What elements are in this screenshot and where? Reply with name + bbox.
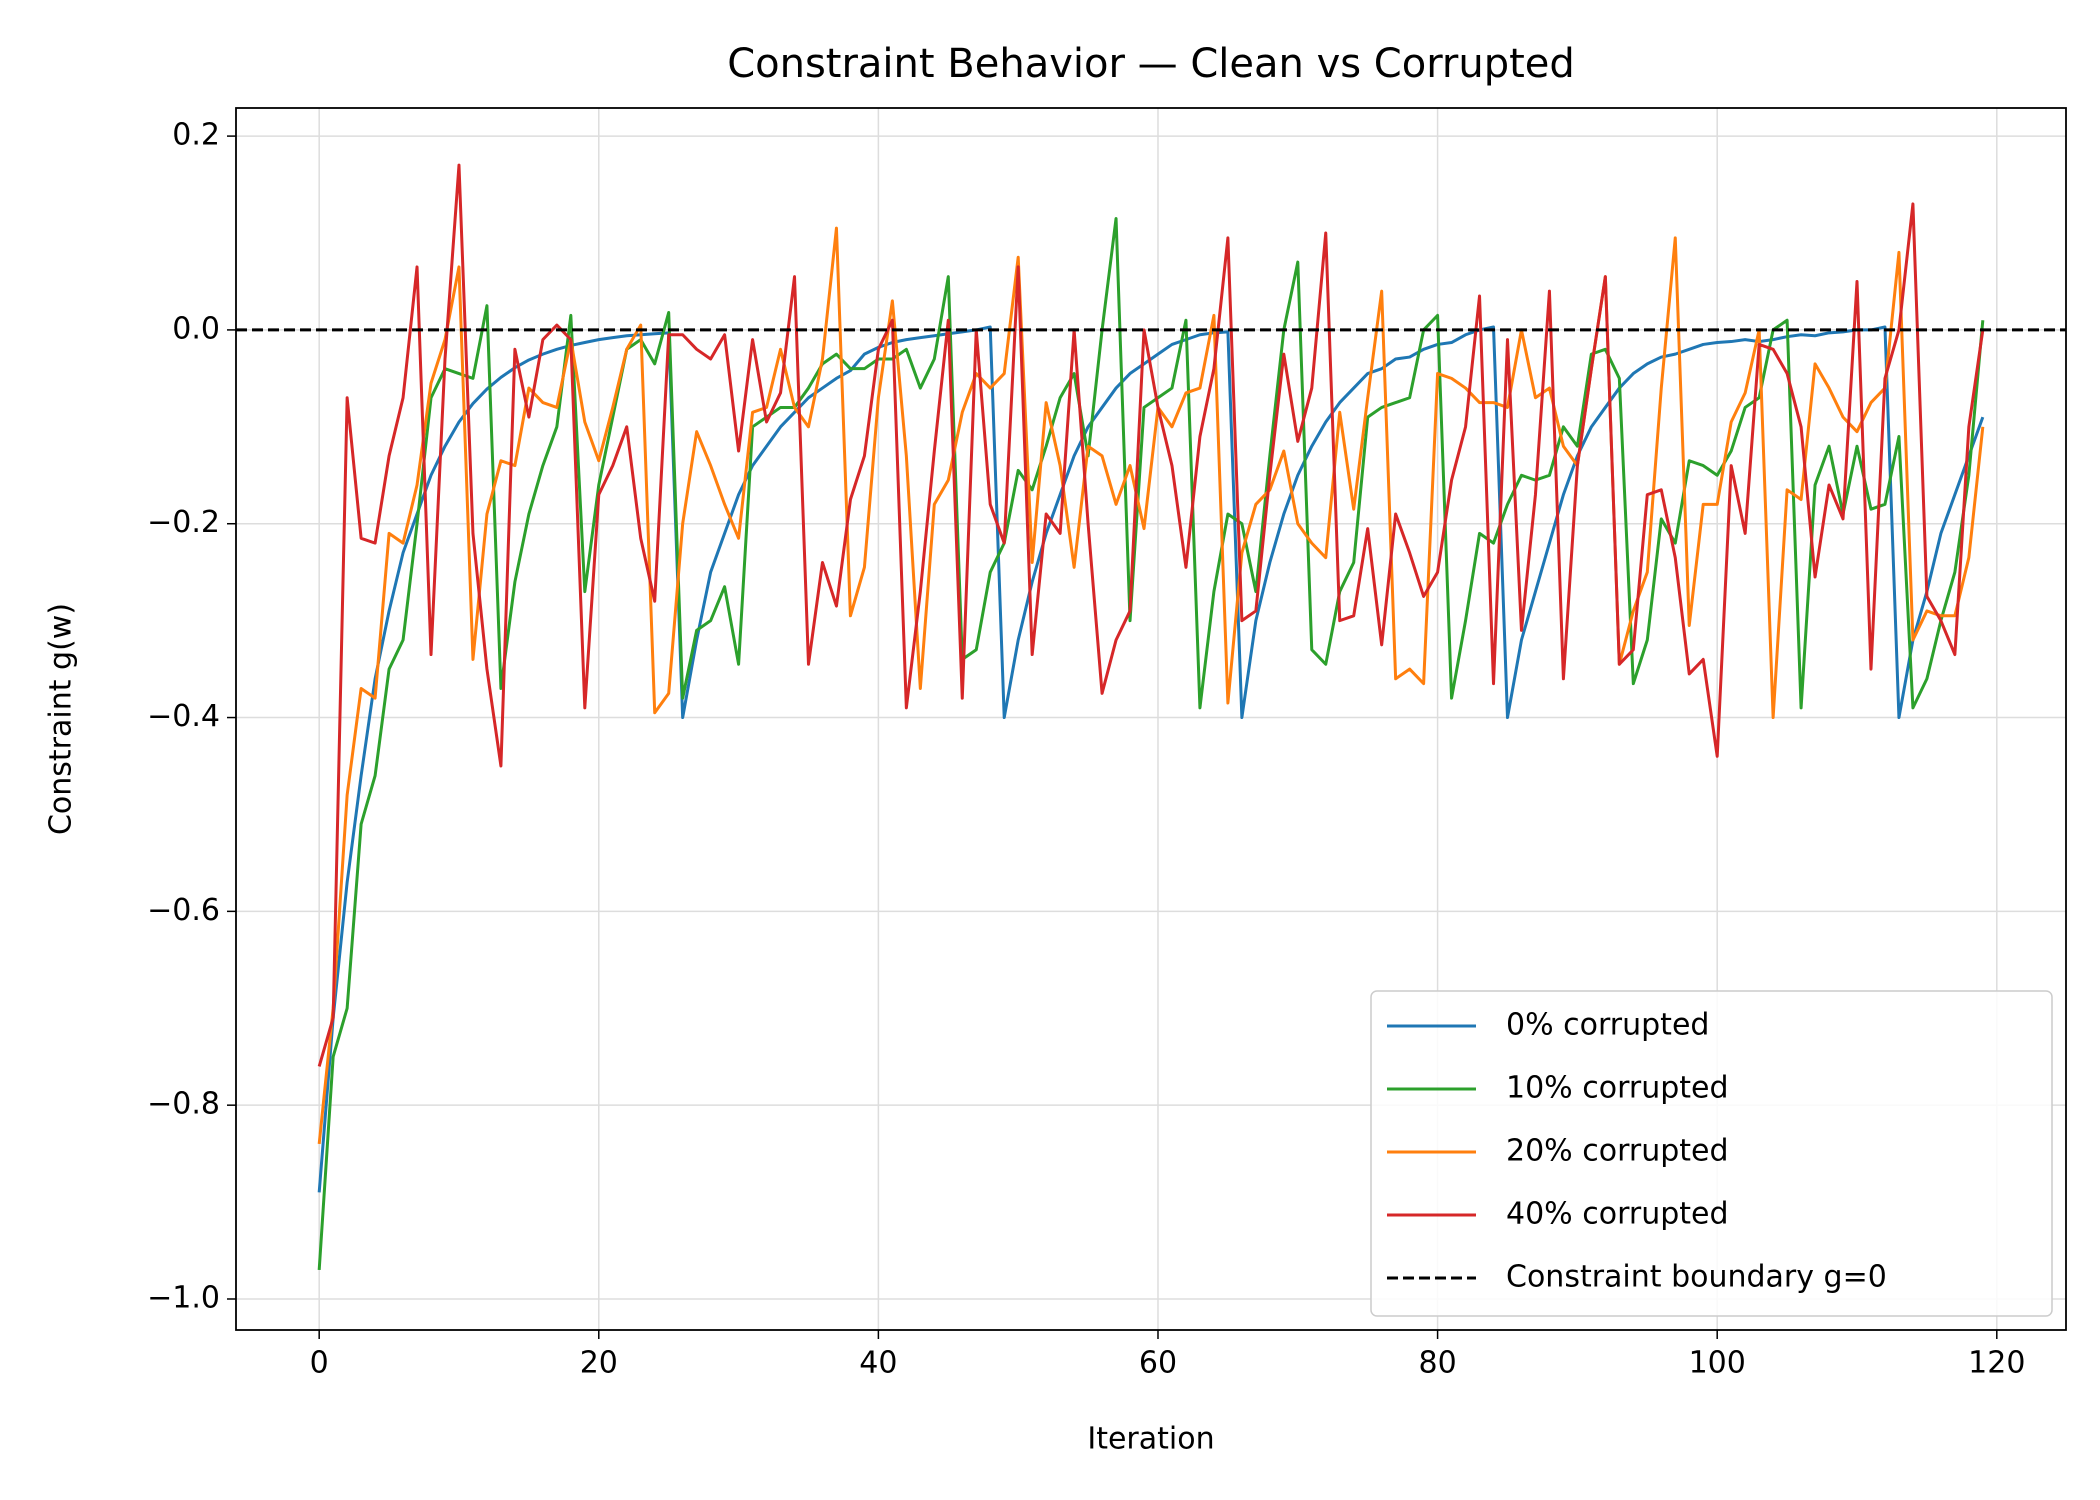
x-tick-label: 60: [1139, 1346, 1177, 1381]
x-tick-label: 100: [1689, 1346, 1746, 1381]
x-axis-label: Iteration: [1087, 1422, 1214, 1457]
legend-label: 0% corrupted: [1506, 1008, 1709, 1043]
data-line: [317, 325, 1985, 1193]
y-tick-label: −0.6: [147, 893, 220, 928]
y-tick-label: −0.4: [147, 699, 220, 734]
legend-label: 20% corrupted: [1506, 1134, 1729, 1169]
y-tick-label: −1.0: [147, 1280, 220, 1315]
data-line: [317, 226, 1985, 1145]
data-line: [317, 163, 1985, 1067]
y-axis-label: Constraint g(w): [44, 603, 79, 835]
chart-title: Constraint Behavior — Clean vs Corrupted: [727, 41, 1575, 87]
plot-frame: [235, 107, 2067, 1331]
x-tick-label: 80: [1418, 1346, 1456, 1381]
legend-label: 10% corrupted: [1506, 1071, 1729, 1106]
y-tick-label: −0.2: [147, 505, 220, 540]
legend: 0% corrupted 10% corrupted 20% corrupted 40…: [1370, 990, 2053, 1317]
x-tick-label: 120: [1968, 1346, 2025, 1381]
legend-box: [1370, 990, 2053, 1317]
x-tick-label: 20: [580, 1346, 618, 1381]
x-tick-label: 0: [310, 1346, 329, 1381]
legend-label: Constraint boundary g=0: [1506, 1260, 1887, 1295]
data-line: [317, 216, 1985, 1271]
x-tick-label: 40: [859, 1346, 897, 1381]
y-tick-label: 0.2: [172, 118, 220, 153]
y-tick-label: 0.0: [172, 311, 220, 346]
legend-label: 40% corrupted: [1506, 1197, 1729, 1232]
y-tick-label: −0.8: [147, 1087, 220, 1122]
